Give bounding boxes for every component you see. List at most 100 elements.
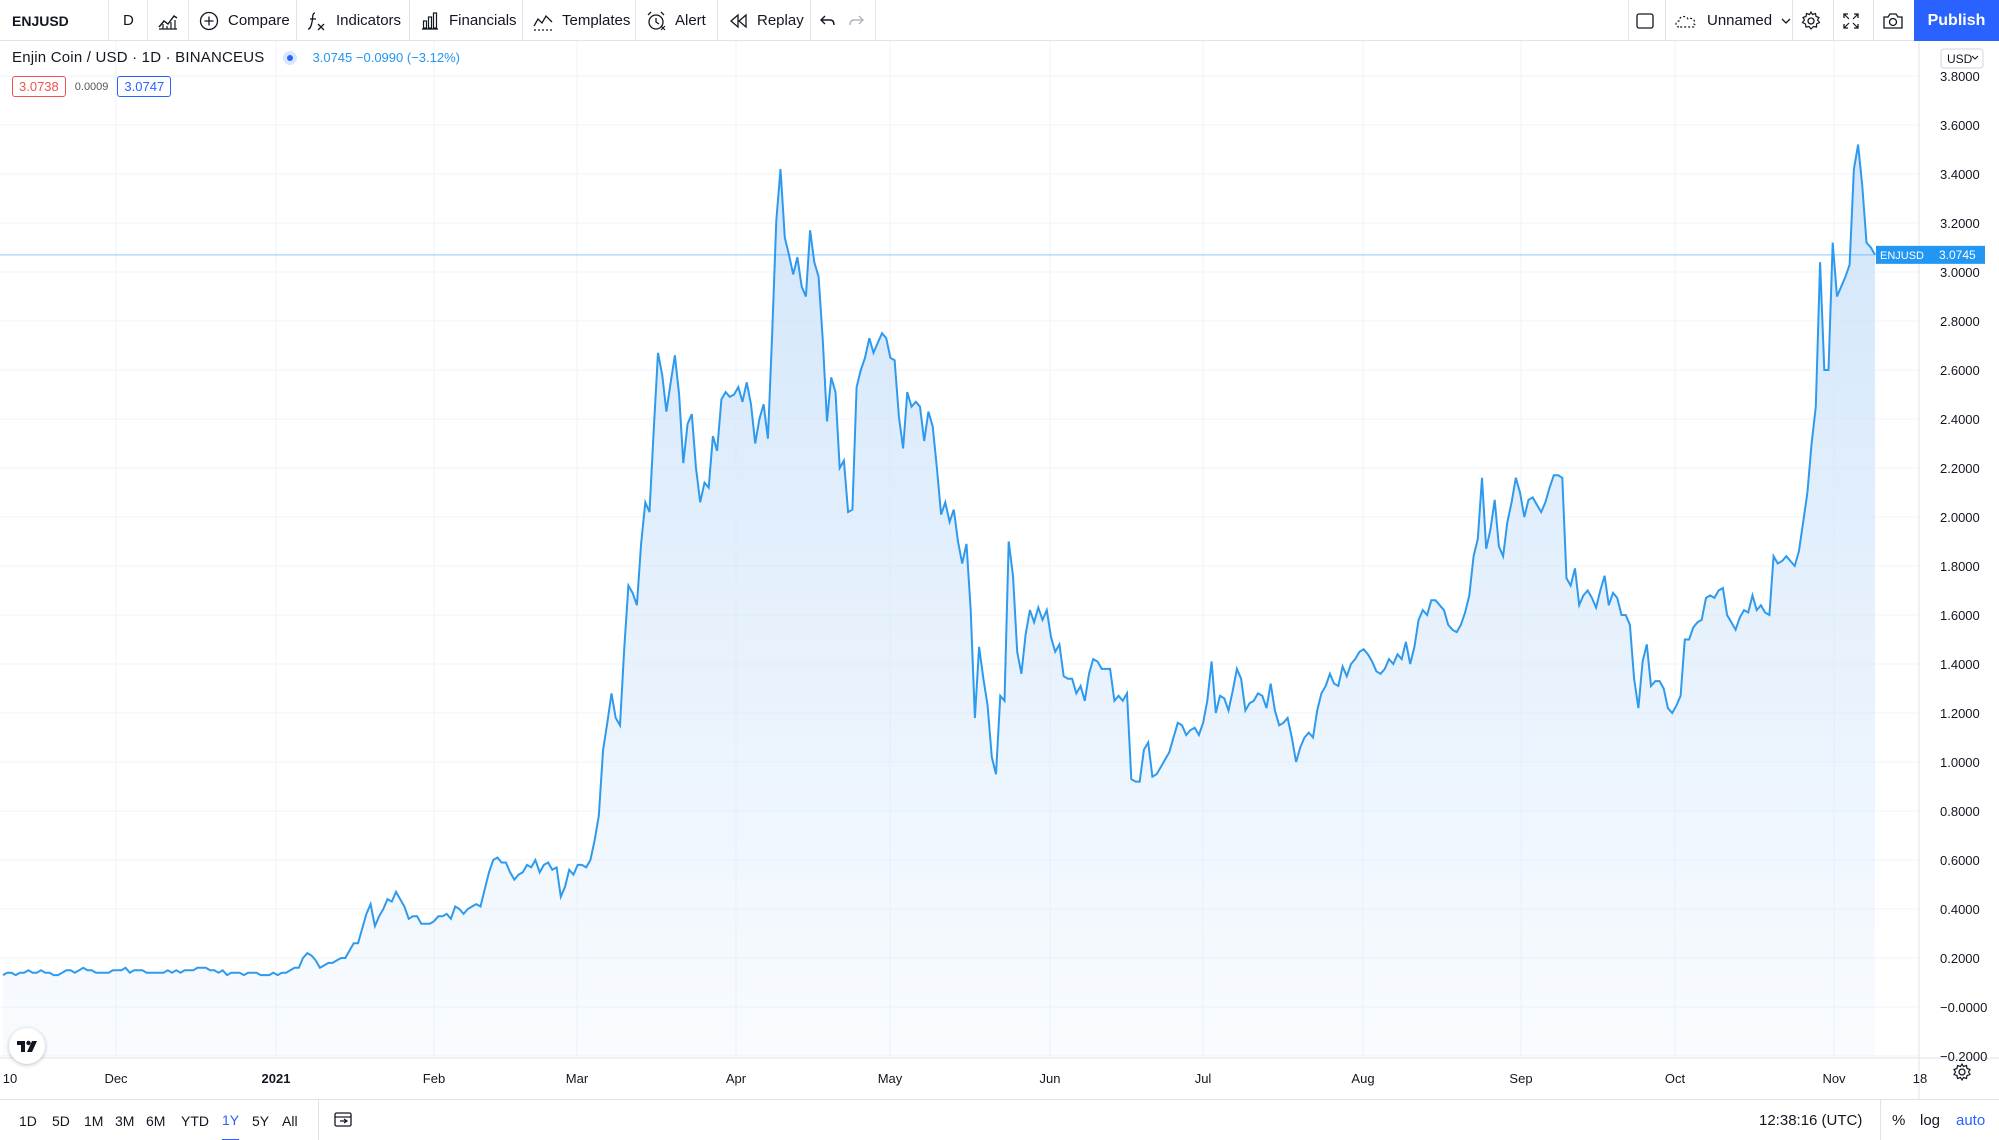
last-price: 3.0745: [312, 50, 353, 65]
bid-box[interactable]: 3.0738: [12, 76, 66, 97]
camera-icon: [1881, 10, 1905, 32]
clock-readout[interactable]: 12:38:16 (UTC): [1759, 1100, 1862, 1140]
y-tick-label: 3.0000: [1940, 265, 1980, 280]
range-5y-button[interactable]: 5Y: [252, 1112, 270, 1129]
auto-toggle[interactable]: auto: [1956, 1100, 1985, 1140]
x-tick-label: Oct: [1665, 1071, 1686, 1086]
percent-label: %: [1892, 1112, 1906, 1129]
redo-button[interactable]: [846, 0, 866, 41]
compare-label: Compare: [228, 12, 290, 29]
bottom-toolbar: 1D 5D 1M 3M 6M YTD 1Y 5Y All 12:38:16 (UTC) % lo…: [0, 1099, 1999, 1140]
x-tick-label: Dec: [104, 1071, 128, 1086]
y-tick-label: 0.6000: [1940, 853, 1980, 868]
layout-name-button[interactable]: Unnamed: [1673, 0, 1792, 41]
plus-circle-icon: [198, 10, 220, 32]
y-tick-label: 3.8000: [1940, 69, 1980, 84]
price-area-fill: [3, 144, 1875, 1057]
select-square-icon: [1634, 10, 1656, 32]
symbol-label: ENJUSD: [12, 12, 69, 29]
range-ytd-button[interactable]: YTD: [181, 1112, 209, 1129]
alert-label: Alert: [675, 12, 706, 29]
percent-toggle[interactable]: %: [1892, 1100, 1905, 1140]
log-toggle[interactable]: log: [1920, 1100, 1940, 1140]
range-1m-button[interactable]: 1M: [84, 1112, 104, 1129]
x-tick-label: Nov: [1822, 1071, 1846, 1086]
cloud-icon: [1673, 10, 1699, 32]
chart-settings-button[interactable]: [1953, 1062, 1971, 1082]
range-1y-button[interactable]: 1Y: [222, 1100, 240, 1140]
templates-button[interactable]: Templates: [532, 0, 630, 41]
interval-label: D: [123, 12, 134, 29]
chevron-down-icon: [1780, 15, 1792, 27]
gear-icon: [1953, 1062, 1971, 1082]
y-tick-label: 2.2000: [1940, 461, 1980, 476]
interval-button[interactable]: D: [123, 0, 134, 41]
goto-date-button[interactable]: [332, 1100, 354, 1140]
replay-label: Replay: [757, 12, 804, 29]
y-tick-label: 2.4000: [1940, 412, 1980, 427]
bars-style-icon: [157, 10, 179, 32]
alarm-clock-icon: [645, 10, 667, 32]
bid-ask-panel: 3.0738 0.0009 3.0747: [12, 76, 172, 97]
replay-button[interactable]: Replay: [727, 0, 804, 41]
redo-icon: [846, 11, 866, 31]
last-price-label: ENJUSD 3.0745: [1876, 245, 1985, 264]
y-tick-label: 1.2000: [1940, 706, 1980, 721]
alert-button[interactable]: Alert: [645, 0, 706, 41]
series-label: ENJUSD: [1880, 250, 1924, 262]
y-tick-label: −0.2000: [1940, 1049, 1987, 1064]
symbol-search-button[interactable]: ENJUSD: [12, 0, 69, 41]
gear-icon: [1800, 10, 1822, 32]
tv-logo-icon: [17, 1040, 37, 1052]
y-tick-label: 2.0000: [1940, 510, 1980, 525]
y-tick-label: 3.6000: [1940, 118, 1980, 133]
chart-legend: Enjin Coin / USD · 1D · BINANCEUS 3.0745…: [12, 49, 460, 66]
screenshot-button[interactable]: [1881, 0, 1905, 41]
y-tick-label: 0.8000: [1940, 804, 1980, 819]
x-tick-label: Jul: [1195, 1071, 1212, 1086]
range-all-button[interactable]: All: [282, 1112, 298, 1129]
x-tick-label: Feb: [423, 1071, 445, 1086]
currency-label: USD: [1947, 52, 1973, 66]
price-chart[interactable]: 3.8000 3.6000 3.4000 3.2000 3.0000 2.8000 2.60…: [0, 41, 1999, 1099]
y-tick-label: 1.6000: [1940, 608, 1980, 623]
range-6m-button[interactable]: 6M: [146, 1112, 166, 1129]
settings-button[interactable]: [1800, 0, 1822, 41]
range-5d-button[interactable]: 5D: [52, 1112, 70, 1129]
fullscreen-button[interactable]: [1840, 0, 1862, 41]
price-line: [2, 144, 1876, 977]
select-mode-button[interactable]: [1634, 0, 1656, 41]
price-axis[interactable]: 3.8000 3.6000 3.4000 3.2000 3.0000 2.8000 2.60…: [1940, 69, 1987, 1064]
x-tick-label: 2021: [262, 1071, 291, 1086]
indicators-label: Indicators: [336, 12, 402, 29]
indicators-button[interactable]: Indicators: [306, 0, 401, 41]
x-tick-label: Aug: [1351, 1071, 1374, 1086]
chart-style-button[interactable]: [157, 0, 179, 41]
x-tick-label: Apr: [726, 1071, 747, 1086]
clock-label: 12:38:16 (UTC): [1759, 1112, 1863, 1129]
x-tick-label: 10: [3, 1071, 17, 1086]
undo-button[interactable]: [818, 0, 838, 41]
last-value-label: 3.0745: [1939, 248, 1976, 262]
compare-button[interactable]: Compare: [198, 0, 290, 41]
templates-label: Templates: [562, 12, 631, 29]
y-tick-label: 0.4000: [1940, 902, 1980, 917]
range-3m-button[interactable]: 3M: [115, 1112, 135, 1129]
layout-name-label: Unnamed: [1707, 12, 1773, 29]
x-tick-label: 18: [1913, 1071, 1927, 1086]
time-axis[interactable]: 10 Dec 2021 Feb Mar Apr May Jun Jul Aug Sep Oct Nov 1…: [3, 1071, 1927, 1086]
ask-box[interactable]: 3.0747: [117, 76, 172, 97]
y-tick-label: 2.8000: [1940, 314, 1980, 329]
log-label: log: [1920, 1112, 1941, 1129]
currency-button[interactable]: USD: [1940, 48, 1984, 69]
publish-button[interactable]: Publish: [1914, 0, 1999, 41]
financials-icon: [419, 10, 441, 32]
top-toolbar: ENJUSD D Compare Indicators Financials T…: [0, 0, 1999, 41]
y-tick-label: 1.8000: [1940, 559, 1980, 574]
financials-label: Financials: [449, 12, 517, 29]
range-1d-button[interactable]: 1D: [19, 1112, 37, 1129]
y-tick-label: 2.6000: [1940, 363, 1980, 378]
market-status-icon[interactable]: [282, 50, 297, 65]
financials-button[interactable]: Financials: [419, 0, 517, 41]
tradingview-logo[interactable]: [9, 1028, 45, 1064]
